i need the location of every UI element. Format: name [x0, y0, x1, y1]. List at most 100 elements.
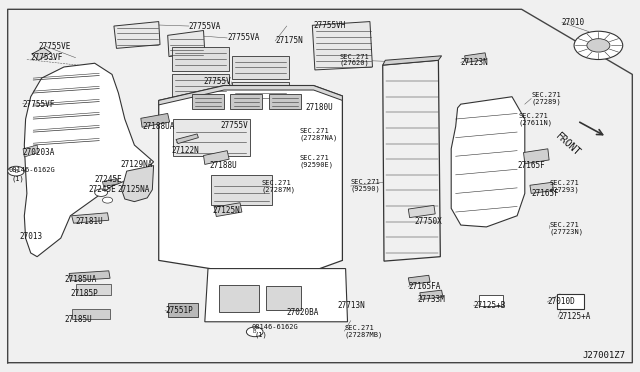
Text: 27733M: 27733M	[418, 295, 445, 304]
Text: (27287NA): (27287NA)	[300, 134, 338, 141]
Text: 27125+B: 27125+B	[474, 301, 506, 310]
Text: 27010: 27010	[562, 18, 585, 27]
Text: (1): (1)	[12, 175, 24, 182]
Circle shape	[102, 197, 113, 203]
Text: 27713N: 27713N	[338, 301, 365, 310]
Polygon shape	[383, 56, 442, 65]
Text: 27753VF: 27753VF	[30, 53, 63, 62]
Text: SEC.271: SEC.271	[261, 180, 291, 186]
Polygon shape	[204, 151, 229, 164]
Text: 27755VE: 27755VE	[38, 42, 71, 51]
Polygon shape	[219, 285, 259, 312]
Text: B: B	[253, 329, 257, 334]
Text: 27755V: 27755V	[221, 121, 248, 130]
Text: 27755VA: 27755VA	[189, 22, 221, 31]
Text: 27125+A: 27125+A	[558, 312, 591, 321]
Text: 27129NA: 27129NA	[120, 160, 153, 169]
Polygon shape	[269, 94, 301, 109]
Text: 27245E: 27245E	[95, 175, 122, 184]
Text: 27122N: 27122N	[172, 146, 199, 155]
Text: SEC.271: SEC.271	[549, 180, 579, 186]
Polygon shape	[479, 295, 503, 306]
Polygon shape	[266, 286, 301, 310]
Polygon shape	[408, 205, 435, 218]
Text: J27001Z7: J27001Z7	[583, 351, 626, 360]
Text: 27020BA: 27020BA	[287, 308, 319, 317]
Text: 27188UA: 27188UA	[142, 122, 175, 131]
Text: FRONT: FRONT	[554, 132, 582, 158]
Polygon shape	[122, 166, 154, 202]
Text: 27755V: 27755V	[204, 77, 231, 86]
Text: 27755VF: 27755VF	[22, 100, 55, 109]
Text: SEC.271: SEC.271	[351, 179, 380, 185]
Text: SEC.271: SEC.271	[300, 155, 329, 161]
Circle shape	[587, 39, 610, 52]
Text: (27620): (27620)	[339, 60, 369, 67]
Text: 27180U: 27180U	[306, 103, 333, 112]
Polygon shape	[114, 22, 160, 48]
Polygon shape	[192, 94, 224, 109]
Polygon shape	[408, 275, 430, 285]
Polygon shape	[465, 53, 486, 62]
Polygon shape	[232, 56, 289, 79]
Text: SEC.271: SEC.271	[300, 128, 329, 134]
Text: 27165F: 27165F	[517, 161, 545, 170]
Polygon shape	[205, 269, 348, 322]
Circle shape	[95, 189, 108, 196]
Polygon shape	[168, 31, 205, 57]
Text: (27287MB): (27287MB)	[344, 331, 383, 338]
Polygon shape	[230, 94, 262, 109]
Text: 270203A: 270203A	[22, 148, 55, 157]
Text: SEC.271: SEC.271	[344, 325, 374, 331]
Text: (27723N): (27723N)	[549, 228, 583, 235]
Text: 27185U: 27185U	[64, 315, 92, 324]
Polygon shape	[141, 113, 170, 127]
Text: 27551P: 27551P	[165, 306, 193, 315]
Text: 27245E: 27245E	[88, 185, 116, 194]
Polygon shape	[557, 294, 584, 309]
Polygon shape	[72, 309, 110, 319]
Text: B: B	[14, 169, 18, 174]
Polygon shape	[159, 86, 342, 271]
Text: 08146-6162G: 08146-6162G	[8, 167, 55, 173]
Text: (27293): (27293)	[549, 186, 579, 193]
Polygon shape	[172, 74, 229, 97]
Text: 27755VA: 27755VA	[227, 33, 260, 42]
Text: 27188U: 27188U	[210, 161, 237, 170]
Text: (92590): (92590)	[351, 186, 380, 192]
Text: 27123N: 27123N	[461, 58, 488, 67]
Text: SEC.271: SEC.271	[518, 113, 548, 119]
Polygon shape	[76, 284, 111, 295]
Polygon shape	[383, 60, 440, 261]
Text: 27755VH: 27755VH	[314, 21, 346, 30]
Polygon shape	[232, 82, 289, 103]
Circle shape	[8, 166, 24, 176]
Circle shape	[246, 327, 263, 337]
Polygon shape	[168, 303, 198, 317]
Polygon shape	[211, 175, 272, 205]
Text: 08146-6162G: 08146-6162G	[252, 324, 298, 330]
Polygon shape	[72, 213, 109, 223]
Text: 27125NA: 27125NA	[117, 185, 150, 194]
Text: SEC.271: SEC.271	[531, 92, 561, 98]
Circle shape	[574, 31, 623, 60]
Text: (27611N): (27611N)	[518, 119, 552, 126]
Polygon shape	[172, 47, 229, 71]
Polygon shape	[420, 290, 443, 299]
Text: 27185P: 27185P	[70, 289, 98, 298]
Text: (27287M): (27287M)	[261, 186, 295, 193]
Polygon shape	[32, 48, 51, 60]
Text: SEC.271: SEC.271	[339, 54, 369, 60]
Polygon shape	[524, 149, 549, 164]
Polygon shape	[312, 22, 372, 70]
Polygon shape	[176, 134, 198, 144]
Text: 27185UA: 27185UA	[64, 275, 97, 283]
Text: 27165F: 27165F	[531, 189, 559, 198]
Text: 27750X: 27750X	[415, 217, 442, 226]
Text: 27181U: 27181U	[76, 217, 103, 226]
Text: (27289): (27289)	[531, 98, 561, 105]
Text: 27013: 27013	[19, 232, 42, 241]
Polygon shape	[159, 86, 342, 105]
Text: 27175N: 27175N	[275, 36, 303, 45]
Text: 27165FA: 27165FA	[408, 282, 441, 291]
